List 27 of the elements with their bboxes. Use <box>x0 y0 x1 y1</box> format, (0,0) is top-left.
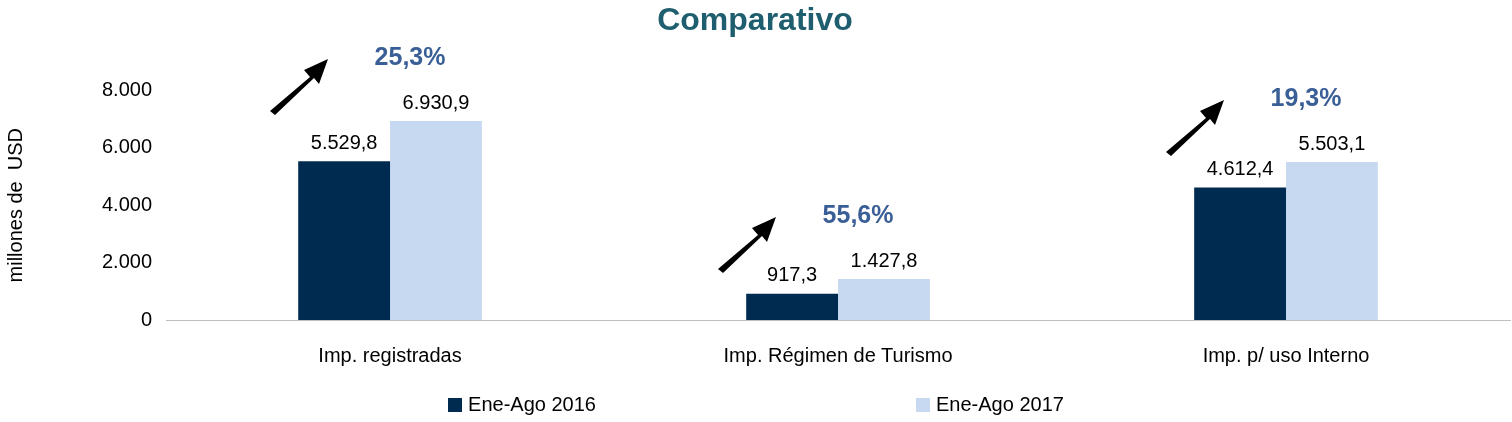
bar <box>1286 162 1378 320</box>
y-tick-label: 0 <box>140 307 153 330</box>
annotation: 55,6% <box>822 200 894 229</box>
data-label: 1.427,8 <box>850 248 918 271</box>
data-label: 5.529,8 <box>310 130 378 153</box>
annotation: 19,3% <box>1270 83 1342 112</box>
legend-label: Ene-Ago 2016 <box>467 393 596 416</box>
bar <box>298 161 391 320</box>
text: 25,3% <box>374 42 446 71</box>
data-label: 917,3 <box>767 263 818 286</box>
data-label: 4.612,4 <box>1206 157 1274 180</box>
legend-label: Ene-Ago 2017 <box>935 393 1064 416</box>
x-tick-label: Imp. p/ uso Interno <box>1202 343 1370 366</box>
bar <box>838 279 930 320</box>
y-tick-label: 6.000 <box>101 135 153 158</box>
chart-title: Comparativo <box>657 1 853 38</box>
data-label: 6.930,9 <box>402 90 470 113</box>
x-tick-label: Imp. registradas <box>318 343 462 366</box>
y-tick-label: 2.000 <box>101 250 153 273</box>
y-axis-title: millones de USD <box>3 127 26 283</box>
y-tick-label: 8.000 <box>101 77 153 100</box>
x-tick-label: Imp. Régimen de Turismo <box>723 343 953 366</box>
bar <box>1194 187 1287 320</box>
data-label: 5.503,1 <box>1298 131 1366 154</box>
bar <box>746 293 839 320</box>
y-tick-label: 4.000 <box>101 192 153 215</box>
bar <box>390 121 482 320</box>
